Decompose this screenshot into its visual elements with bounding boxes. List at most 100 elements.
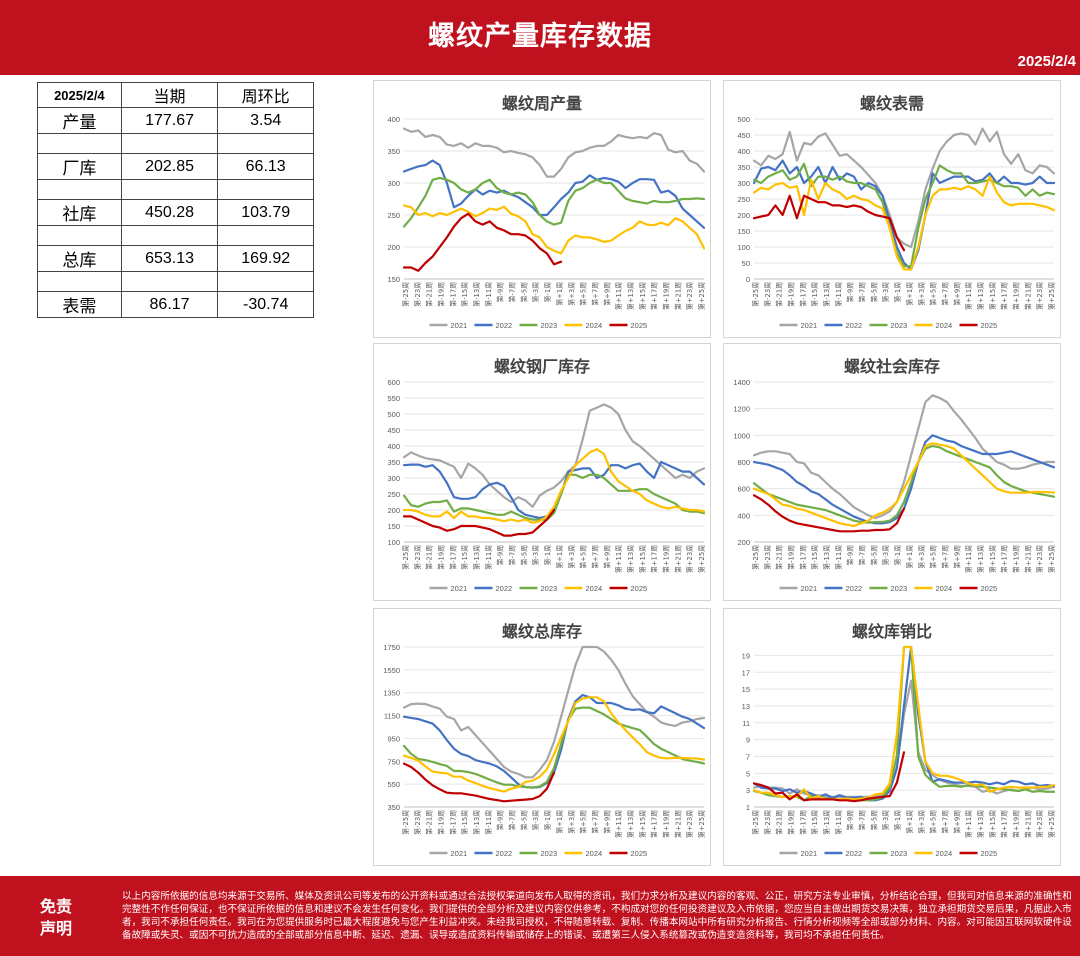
x-tick-label: 第+15周 xyxy=(988,545,997,573)
x-tick-label: 第-23周 xyxy=(763,545,772,570)
x-tick-label: 第-23周 xyxy=(763,282,772,307)
legend-label: 2025 xyxy=(631,849,648,858)
y-tick-label: 600 xyxy=(737,485,750,494)
row-current: 86.17 xyxy=(120,291,219,318)
x-tick-label: 第+25周 xyxy=(697,545,706,573)
x-tick-label: 第+11周 xyxy=(964,810,973,838)
x-tick-label: 第-21周 xyxy=(425,545,434,570)
x-tick-label: 第+1周 xyxy=(905,545,914,569)
x-tick-label: 第+9周 xyxy=(602,545,611,569)
x-tick-label: 第-25周 xyxy=(751,810,760,835)
y-tick-label: 800 xyxy=(737,458,750,467)
x-tick-label: 第-1周 xyxy=(543,282,552,302)
x-tick-label: 第+7周 xyxy=(590,545,599,569)
legend-label: 2025 xyxy=(981,849,998,858)
series-line-2025 xyxy=(753,194,906,252)
legend-label: 2023 xyxy=(891,849,908,858)
x-tick-label: 第+15周 xyxy=(638,545,647,573)
x-tick-label: 第-1周 xyxy=(893,545,902,565)
x-tick-label: 第+7周 xyxy=(940,545,949,569)
legend-label: 2024 xyxy=(936,321,953,330)
y-tick-label: 150 xyxy=(387,522,400,531)
y-tick-label: 300 xyxy=(387,179,400,188)
x-tick-label: 第-15周 xyxy=(810,810,819,835)
series-group xyxy=(753,645,1055,803)
legend-label: 2024 xyxy=(586,321,603,330)
legend-label: 2021 xyxy=(451,849,468,858)
x-tick-label: 第-23周 xyxy=(763,810,772,835)
legend-label: 2024 xyxy=(586,849,603,858)
legend-label: 2025 xyxy=(631,321,648,330)
y-tick-label: 400 xyxy=(387,115,400,124)
row-label: 产量 xyxy=(37,107,122,134)
x-tick-label: 第+15周 xyxy=(638,810,647,838)
x-tick-label: 第+9周 xyxy=(952,282,961,306)
table-row: 社库 450.28 103.79 xyxy=(37,199,314,226)
y-tick-label: 13 xyxy=(742,702,750,711)
x-tick-label: 第+23周 xyxy=(1035,545,1044,573)
x-tick-label: 第+19周 xyxy=(661,282,670,310)
chart-title: 螺纹库销比 xyxy=(851,622,932,641)
series-line-2021 xyxy=(753,394,1055,520)
series-line-2025 xyxy=(403,762,556,803)
x-tick-label: 第+9周 xyxy=(602,282,611,306)
x-tick-label: 第-3周 xyxy=(881,545,890,565)
x-tick-label: 第-5周 xyxy=(519,282,528,302)
col-current-header: 当期 xyxy=(120,82,219,108)
x-tick-label: 第+9周 xyxy=(952,810,961,834)
chart-title: 螺纹钢厂库存 xyxy=(493,357,590,376)
page-title: 螺纹产量库存数据 xyxy=(428,21,652,52)
x-tick-label: 第+5周 xyxy=(579,545,588,569)
x-tick-label: 第+11周 xyxy=(614,810,623,838)
row-current: 653.13 xyxy=(120,245,219,272)
x-tick-label: 第-17周 xyxy=(448,810,457,835)
col-wow-header: 周环比 xyxy=(217,82,314,108)
disclaimer-text: 以上内容所依据的信息均来源于交易所、媒体及资讯公司等发布的公开资料或通过合法授权… xyxy=(122,891,1072,941)
row-spacer xyxy=(37,179,314,200)
y-tick-label: 200 xyxy=(737,211,750,220)
y-tick-label: 100 xyxy=(737,243,750,252)
y-tick-label: 3 xyxy=(746,786,750,795)
x-tick-label: 第-25周 xyxy=(401,282,410,307)
x-tick-label: 第+11周 xyxy=(614,282,623,310)
x-tick-label: 第+17周 xyxy=(650,810,659,838)
y-tick-label: 750 xyxy=(387,757,400,766)
x-tick-label: 第+11周 xyxy=(964,545,973,573)
x-tick-label: 第-15周 xyxy=(460,810,469,835)
x-tick-label: 第+13周 xyxy=(626,810,635,838)
x-tick-label: 第+17周 xyxy=(650,282,659,310)
y-tick-label: 500 xyxy=(387,410,400,419)
row-current: 177.67 xyxy=(120,107,219,134)
x-tick-label: 第-9周 xyxy=(846,810,855,830)
y-tick-label: 200 xyxy=(737,538,750,547)
y-tick-label: 350 xyxy=(737,163,750,172)
x-tick-label: 第+17周 xyxy=(650,545,659,573)
x-tick-label: 第-25周 xyxy=(401,545,410,570)
y-tick-label: 17 xyxy=(742,668,750,677)
legend-label: 2021 xyxy=(801,584,818,593)
x-tick-label: 第-19周 xyxy=(787,282,796,307)
y-tick-label: 19 xyxy=(742,651,750,660)
x-tick-label: 第-13周 xyxy=(822,282,831,307)
x-tick-label: 第+25周 xyxy=(1047,810,1056,838)
legend-label: 2024 xyxy=(936,584,953,593)
y-tick-label: 100 xyxy=(387,538,400,547)
x-tick-label: 第+23周 xyxy=(685,545,694,573)
x-tick-label: 第-3周 xyxy=(531,282,540,302)
row-current: 202.85 xyxy=(120,153,219,180)
x-tick-label: 第-25周 xyxy=(751,282,760,307)
x-tick-label: 第+17周 xyxy=(1000,545,1009,573)
x-tick-label: 第+21周 xyxy=(1023,545,1032,573)
x-tick-label: 第-7周 xyxy=(858,282,867,302)
summary-date: 2025/2/4 xyxy=(37,82,122,108)
y-tick-label: 1550 xyxy=(383,666,400,675)
series-line-2025 xyxy=(753,751,906,803)
y-tick-label: 1000 xyxy=(733,431,750,440)
series-line-2025 xyxy=(403,212,563,272)
x-tick-label: 第-19周 xyxy=(437,545,446,570)
y-tick-label: 500 xyxy=(737,115,750,124)
legend-label: 2023 xyxy=(541,321,558,330)
y-tick-label: 350 xyxy=(387,803,400,812)
y-tick-label: 200 xyxy=(387,243,400,252)
